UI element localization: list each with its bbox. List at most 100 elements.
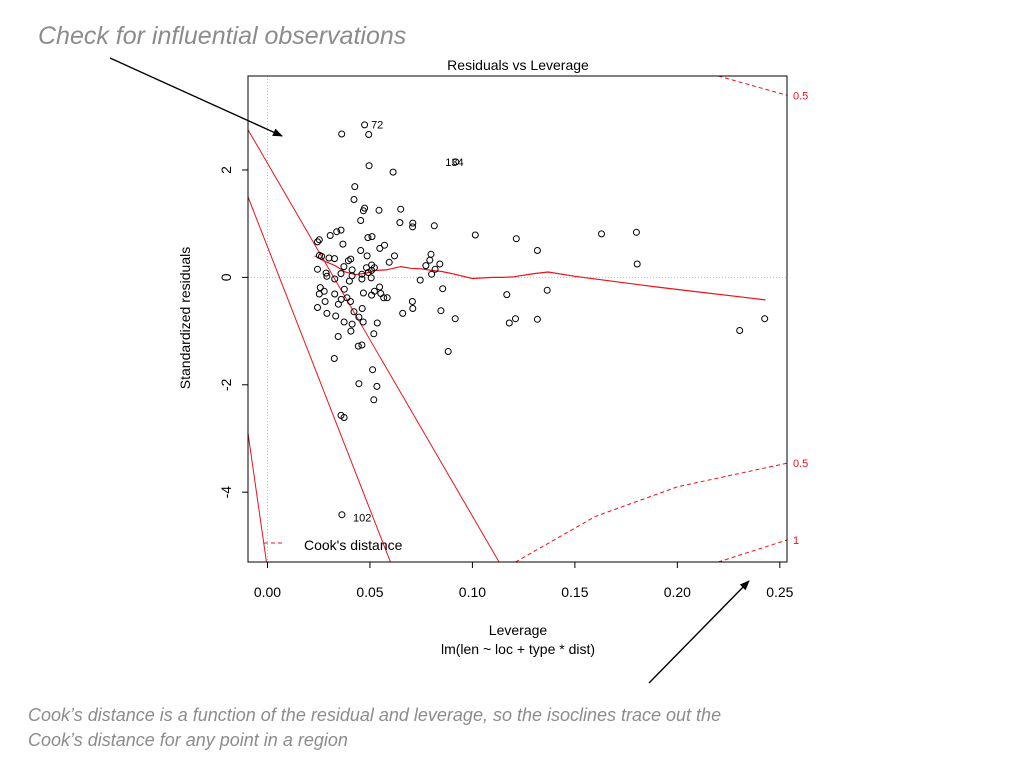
data-point (512, 235, 520, 243)
data-point (314, 304, 321, 311)
data-point (370, 396, 378, 404)
data-point (736, 327, 744, 334)
cooks-contour-line-1 (248, 129, 500, 562)
data-point (369, 366, 377, 374)
cooks-contour-line-2 (248, 196, 391, 562)
data-point (333, 228, 341, 236)
data-point (399, 309, 407, 317)
data-point (338, 511, 346, 519)
x-tick-label: 0.25 (766, 584, 793, 600)
data-point (359, 289, 367, 297)
data-point (357, 217, 365, 224)
y-axis: -4 -2 0 2 (218, 166, 248, 498)
data-point (347, 298, 354, 305)
data-point (365, 162, 373, 170)
data-point (376, 244, 384, 252)
data-point (451, 315, 459, 323)
data-point (452, 158, 460, 166)
data-point (340, 263, 348, 271)
data-point (340, 285, 348, 293)
data-point (334, 333, 342, 340)
data-point (377, 290, 385, 297)
data-point (358, 341, 366, 349)
data-point (354, 342, 362, 350)
cooks-contour-curve-2 (515, 462, 787, 562)
data-point (397, 205, 405, 213)
data-point (761, 315, 769, 323)
data-point (350, 196, 358, 203)
data-point (426, 256, 434, 264)
data-point (391, 252, 398, 260)
data-point (389, 168, 397, 176)
chart-title: Residuals vs Leverage (447, 57, 589, 73)
x-tick-label: 0.00 (254, 584, 281, 600)
contour-label-2: 0.5 (793, 458, 808, 470)
x-axis-sublabel: lm(len ~ loc + type * dist) (441, 641, 595, 657)
data-point (348, 272, 356, 280)
data-point (416, 276, 424, 284)
data-point (376, 283, 384, 291)
y-tick-label: 2 (218, 166, 234, 174)
x-tick-label: 0.05 (356, 584, 383, 600)
data-points (314, 121, 769, 519)
annotation-arrow-cooks (648, 580, 750, 684)
point-label-134: 134 (445, 157, 463, 169)
data-point (337, 270, 345, 278)
data-point (348, 266, 356, 274)
data-point (368, 266, 376, 274)
cooks-distance-contours (248, 76, 787, 562)
data-point (427, 250, 435, 258)
data-point (321, 298, 329, 305)
smooth-line-layer (314, 255, 766, 301)
cooks-contour-curve-1 (718, 76, 787, 96)
data-point (338, 130, 346, 138)
data-point (331, 275, 339, 283)
data-point (357, 247, 365, 254)
data-point (383, 294, 391, 302)
reference-lines (248, 76, 787, 562)
data-point (503, 291, 511, 299)
data-point (512, 315, 519, 323)
caption-line-2: Cook’s distance for any point in a regio… (28, 730, 348, 750)
data-point (350, 308, 358, 316)
data-point (314, 265, 321, 273)
x-axis-label: Leverage (489, 622, 548, 638)
slide-heading: Check for influential observations (38, 22, 407, 50)
cooks-contour-curve-3 (718, 539, 787, 562)
data-point (533, 247, 541, 254)
data-point (471, 231, 479, 239)
data-point (422, 262, 430, 270)
data-point (320, 287, 328, 295)
data-point (331, 255, 338, 263)
data-point (428, 270, 436, 278)
contour-label-3: 1 (793, 535, 799, 547)
data-point (323, 309, 331, 317)
data-point (533, 315, 541, 323)
data-point (370, 330, 378, 338)
data-point (358, 305, 366, 312)
data-point (431, 265, 439, 273)
data-point (444, 348, 452, 355)
data-point (355, 380, 363, 388)
data-point (439, 285, 447, 293)
data-point (358, 270, 366, 278)
data-point (314, 238, 321, 246)
cooks-contour-line-3 (248, 433, 267, 562)
data-point (385, 258, 393, 266)
x-tick-label: 0.15 (561, 584, 588, 600)
point-label-72: 72 (371, 119, 383, 131)
x-tick-label: 0.20 (664, 584, 691, 600)
data-point (359, 207, 367, 215)
data-point (505, 319, 513, 327)
data-point (355, 313, 363, 321)
caption-line-1: Cook’s distance is a function of the res… (28, 705, 722, 725)
x-axis: 0.00 0.05 0.10 0.15 0.20 0.25 (254, 561, 794, 600)
data-point (340, 414, 348, 421)
smooth-line (314, 255, 766, 301)
y-tick-label: -2 (218, 378, 234, 391)
plot-frame (247, 75, 788, 563)
data-point (318, 252, 326, 260)
data-point (358, 275, 366, 283)
contour-label-1: 0.5 (793, 90, 808, 102)
data-point (315, 236, 323, 244)
